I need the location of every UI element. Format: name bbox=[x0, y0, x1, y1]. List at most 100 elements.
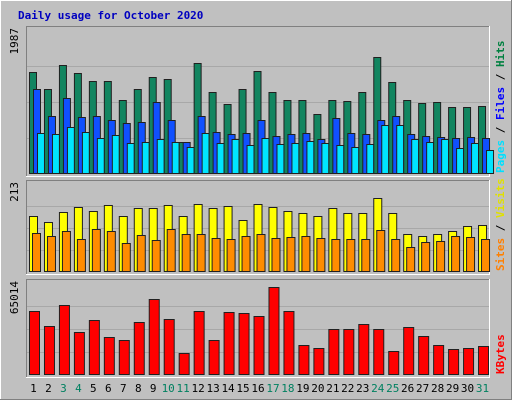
bar-sites-day-20 bbox=[316, 238, 326, 272]
bar-kbytes-day-1 bbox=[29, 311, 40, 375]
bar-sites-day-12 bbox=[196, 234, 206, 272]
bar-kbytes-day-23 bbox=[358, 324, 370, 375]
bar-sites-day-30 bbox=[466, 237, 476, 272]
bar-kbytes-day-17 bbox=[268, 287, 280, 375]
x-tick-label: 5 bbox=[90, 382, 97, 395]
bar-kbytes-day-13 bbox=[208, 340, 220, 375]
x-tick-label: 12 bbox=[192, 382, 205, 395]
bar-sites-day-1 bbox=[32, 233, 41, 272]
bar-pages-day-4 bbox=[81, 132, 90, 174]
bar-kbytes-day-16 bbox=[253, 316, 265, 375]
x-tick-label: 6 bbox=[105, 382, 112, 395]
bar-pages-day-16 bbox=[261, 138, 270, 174]
x-tick-label: 19 bbox=[296, 382, 309, 395]
bar-pages-day-22 bbox=[351, 147, 360, 174]
bar-sites-day-2 bbox=[46, 236, 56, 272]
bar-sites-day-22 bbox=[346, 239, 356, 272]
x-axis-tick-labels: 1 2 3 4 5 6 7 8 9 10 11 12 13 14 15 16 17 18 19 20 21 22 23 24 2… bbox=[30, 382, 489, 395]
bar-pages-day-29 bbox=[456, 148, 465, 174]
panel-max-label: 213 bbox=[8, 182, 21, 202]
panel-bottom: 65014 KBytes bbox=[8, 279, 507, 378]
bar-pages-day-19 bbox=[306, 141, 315, 174]
bar-pages-day-10 bbox=[171, 142, 180, 174]
legend-entry: KBytes bbox=[494, 334, 507, 374]
x-tick-label: 29 bbox=[446, 382, 459, 395]
bar-pages-day-13 bbox=[216, 143, 225, 174]
bar-pages-day-11 bbox=[186, 147, 195, 174]
x-tick-label: 13 bbox=[206, 382, 219, 395]
bar-kbytes-day-4 bbox=[73, 332, 85, 375]
bar-sites-day-24 bbox=[376, 230, 386, 272]
bar-pages-day-18 bbox=[291, 143, 300, 174]
bar-pages-day-30 bbox=[471, 143, 480, 174]
bar-pages-day-9 bbox=[156, 139, 165, 174]
x-tick-label: 27 bbox=[416, 382, 429, 395]
bar-sites-day-8 bbox=[136, 235, 146, 272]
bar-kbytes-day-3 bbox=[58, 305, 70, 375]
bar-kbytes-day-18 bbox=[283, 311, 295, 375]
bar-sites-day-6 bbox=[106, 231, 116, 272]
bar-sites-day-9 bbox=[151, 240, 161, 272]
x-tick-label: 28 bbox=[431, 382, 444, 395]
x-tick-label: 23 bbox=[356, 382, 369, 395]
bar-kbytes-day-10 bbox=[163, 319, 175, 375]
bar-pages-day-15 bbox=[246, 145, 255, 174]
bar-kbytes-day-30 bbox=[463, 348, 475, 375]
bar-kbytes-day-7 bbox=[118, 340, 130, 375]
bar-kbytes-day-6 bbox=[103, 337, 115, 375]
bar-pages-day-6 bbox=[111, 135, 120, 174]
x-tick-label: 31 bbox=[476, 382, 489, 395]
bar-pages-day-3 bbox=[66, 127, 75, 174]
legend-entry: / bbox=[494, 67, 507, 87]
bar-sites-day-14 bbox=[226, 239, 236, 272]
bar-kbytes-day-19 bbox=[298, 345, 310, 375]
bar-kbytes-day-21 bbox=[328, 329, 340, 375]
bar-pages-day-31 bbox=[486, 150, 495, 174]
bar-sites-day-18 bbox=[286, 237, 296, 272]
bar-sites-day-23 bbox=[361, 239, 371, 272]
bar-sites-day-11 bbox=[181, 234, 191, 272]
panel-max-label: 65014 bbox=[8, 281, 21, 314]
bar-pages-day-28 bbox=[441, 139, 450, 174]
bar-sites-day-7 bbox=[121, 243, 131, 272]
x-tick-label: 2 bbox=[45, 382, 52, 395]
x-tick-label: 7 bbox=[120, 382, 127, 395]
bar-sites-day-29 bbox=[451, 236, 461, 272]
bar-kbytes-day-5 bbox=[88, 320, 100, 375]
x-tick-label: 11 bbox=[177, 382, 190, 395]
bar-sites-day-25 bbox=[391, 239, 401, 272]
bar-kbytes-day-12 bbox=[193, 311, 205, 375]
bar-kbytes-day-29 bbox=[448, 349, 460, 375]
bar-kbytes-day-31 bbox=[478, 346, 490, 375]
x-tick-label: 24 bbox=[371, 382, 385, 395]
bar-pages-day-23 bbox=[366, 144, 375, 174]
x-tick-label: 15 bbox=[236, 382, 249, 395]
bar-pages-day-17 bbox=[276, 144, 285, 174]
x-tick-label: 18 bbox=[281, 382, 294, 395]
panel-legend: KBytes bbox=[494, 334, 507, 374]
bar-kbytes-day-26 bbox=[403, 327, 415, 375]
bar-kbytes-day-2 bbox=[43, 326, 55, 375]
bar-kbytes-day-8 bbox=[133, 322, 145, 375]
legend-entry: / bbox=[494, 218, 507, 238]
panel-middle: 213 Sites / Visits bbox=[8, 178, 507, 275]
legend-entry: Files bbox=[494, 87, 507, 120]
bar-kbytes-day-15 bbox=[238, 313, 250, 375]
bar-pages-day-21 bbox=[336, 145, 345, 174]
legend-entry: Hits bbox=[494, 41, 507, 68]
panel-max-label: 1987 bbox=[8, 28, 21, 55]
bar-sites-day-17 bbox=[271, 238, 281, 272]
bar-pages-day-8 bbox=[141, 142, 150, 174]
x-tick-label: 8 bbox=[135, 382, 142, 395]
legend-entry: Sites bbox=[494, 238, 507, 271]
panel-top: 1987 Pages / Files / Hits bbox=[8, 26, 507, 177]
chart-title: Daily usage for October 2020 bbox=[18, 9, 203, 22]
x-tick-label: 3 bbox=[60, 382, 67, 395]
bar-sites-day-16 bbox=[256, 234, 266, 272]
x-tick-label: 26 bbox=[401, 382, 414, 395]
bar-pages-day-20 bbox=[321, 143, 330, 174]
bar-pages-day-5 bbox=[96, 138, 105, 174]
bar-sites-day-19 bbox=[301, 236, 311, 272]
bar-pages-day-26 bbox=[411, 139, 420, 174]
